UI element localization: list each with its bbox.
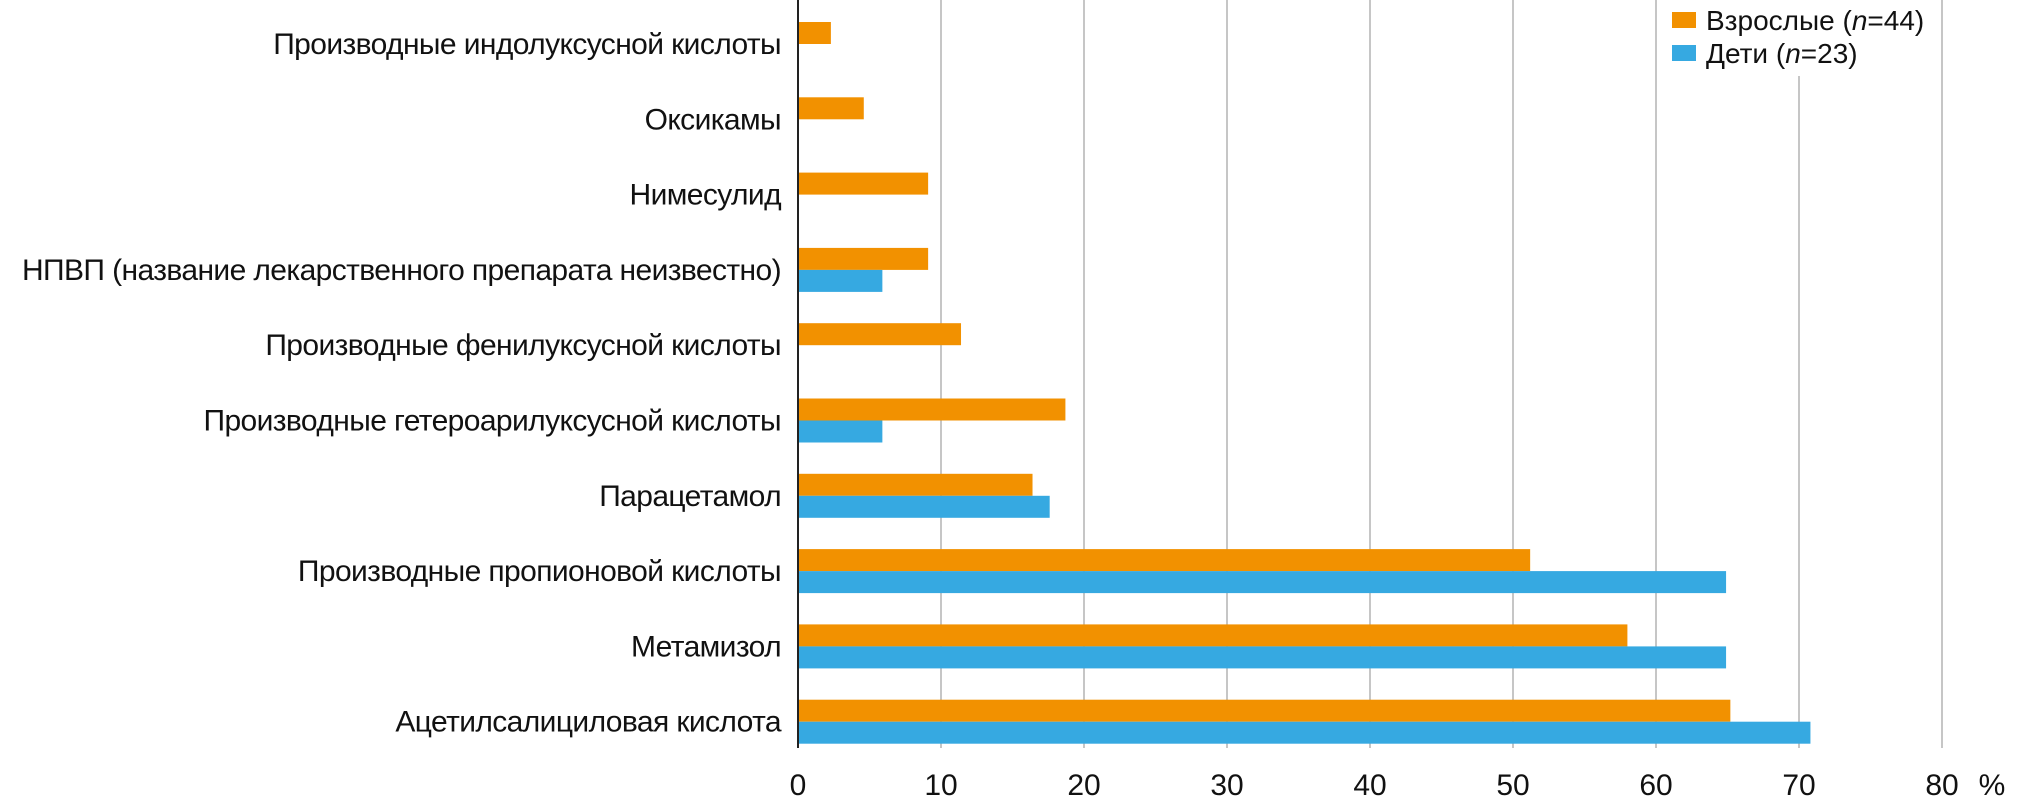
x-tick-label: 10 <box>924 769 957 802</box>
category-label: НПВП (название лекарственного препарата … <box>22 254 781 287</box>
category-label: Производные пропионовой кислоты <box>298 555 781 588</box>
category-label: Производные индолуксусной кислоты <box>273 28 781 61</box>
bar-adults <box>798 323 962 346</box>
bar-adults <box>798 473 1033 496</box>
category-label: Ацетилсалициловая кислота <box>395 706 782 739</box>
gridlines <box>940 0 1943 748</box>
bar-adults <box>798 699 1731 722</box>
x-tick-labels: 0 10 20 30 40 50 60 70 80 <box>790 769 1959 802</box>
bar-adults <box>798 172 929 195</box>
bar-children <box>798 571 1727 594</box>
legend-swatch-adults <box>1672 12 1696 28</box>
x-tick-label: 40 <box>1353 769 1386 802</box>
category-label: Производные гетероарилуксусной кислоты <box>203 405 781 438</box>
bars <box>798 22 1811 744</box>
x-axis-unit-label: % <box>1979 769 2006 802</box>
category-label: Метамизол <box>631 630 781 663</box>
bar-children <box>798 495 1050 518</box>
category-label: Оксикамы <box>645 103 781 136</box>
bar-children <box>798 269 883 292</box>
x-tick-label: 60 <box>1639 769 1672 802</box>
x-tick-label: 80 <box>1925 769 1958 802</box>
bar-adults <box>798 549 1531 572</box>
category-label: Нимесулид <box>630 179 782 212</box>
category-label: Парацетамол <box>599 480 781 513</box>
x-tick-label: 70 <box>1782 769 1815 802</box>
legend-label-adults: Взрослые (n=44) <box>1706 5 1924 36</box>
bar-adults <box>798 22 831 44</box>
bar-children <box>798 646 1727 669</box>
x-tick-label: 30 <box>1210 769 1243 802</box>
x-tick-label: 0 <box>790 769 807 802</box>
x-tick-label: 20 <box>1067 769 1100 802</box>
category-labels: Производные индолуксусной кислоты Оксикам… <box>22 28 783 739</box>
bar-adults <box>798 398 1066 421</box>
legend-label-children: Дети (n=23) <box>1706 38 1858 69</box>
bar-adults <box>798 624 1628 647</box>
bar-adults <box>798 97 864 120</box>
bar-adults <box>798 247 929 270</box>
bar-children <box>798 420 883 443</box>
x-tick-label: 50 <box>1496 769 1529 802</box>
bar-children <box>798 721 1811 744</box>
legend-swatch-children <box>1672 45 1696 61</box>
legend: Взрослые (n=44) Дети (n=23) <box>1672 5 1924 69</box>
category-label: Производные фенилуксусной кислоты <box>265 329 781 362</box>
